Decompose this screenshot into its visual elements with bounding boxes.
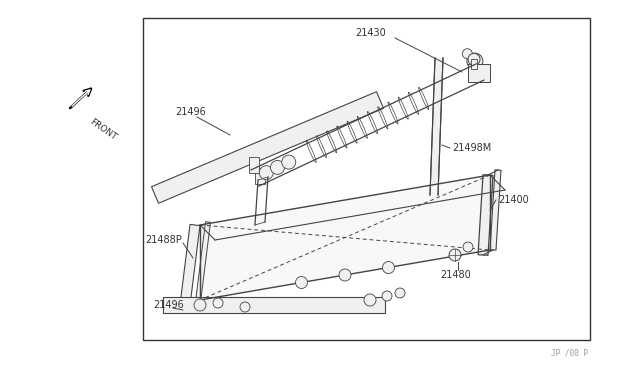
Circle shape bbox=[194, 299, 206, 311]
Text: FRONT: FRONT bbox=[88, 117, 118, 142]
Bar bbox=[250, 157, 259, 173]
Polygon shape bbox=[163, 297, 385, 313]
Text: 21488P: 21488P bbox=[145, 235, 182, 245]
Circle shape bbox=[213, 298, 223, 308]
Bar bbox=[255, 168, 264, 184]
Text: 21480: 21480 bbox=[440, 270, 471, 280]
Circle shape bbox=[449, 249, 461, 261]
Circle shape bbox=[271, 160, 285, 174]
Circle shape bbox=[467, 53, 483, 69]
Polygon shape bbox=[180, 224, 200, 306]
Circle shape bbox=[296, 276, 307, 289]
Circle shape bbox=[240, 302, 250, 312]
Circle shape bbox=[395, 288, 405, 298]
Circle shape bbox=[462, 49, 472, 59]
Text: JP /00 P: JP /00 P bbox=[551, 349, 588, 358]
Circle shape bbox=[468, 53, 480, 65]
Circle shape bbox=[383, 262, 394, 273]
Bar bbox=[468, 64, 490, 82]
Polygon shape bbox=[152, 92, 383, 203]
Text: 21496: 21496 bbox=[175, 107, 205, 117]
Bar bbox=[143, 18, 590, 340]
Text: 21430: 21430 bbox=[355, 28, 386, 38]
Polygon shape bbox=[430, 58, 443, 195]
Text: 21498M: 21498M bbox=[452, 143, 492, 153]
Polygon shape bbox=[490, 170, 501, 250]
Circle shape bbox=[282, 155, 296, 169]
Circle shape bbox=[339, 269, 351, 281]
Circle shape bbox=[463, 242, 473, 252]
Text: 21400: 21400 bbox=[498, 195, 529, 205]
Bar bbox=[471, 60, 477, 69]
Polygon shape bbox=[195, 222, 211, 302]
Circle shape bbox=[259, 166, 273, 180]
Polygon shape bbox=[200, 175, 490, 300]
Text: 21496: 21496 bbox=[153, 300, 184, 310]
Polygon shape bbox=[478, 175, 493, 255]
Circle shape bbox=[471, 57, 479, 65]
Circle shape bbox=[382, 291, 392, 301]
Circle shape bbox=[364, 294, 376, 306]
